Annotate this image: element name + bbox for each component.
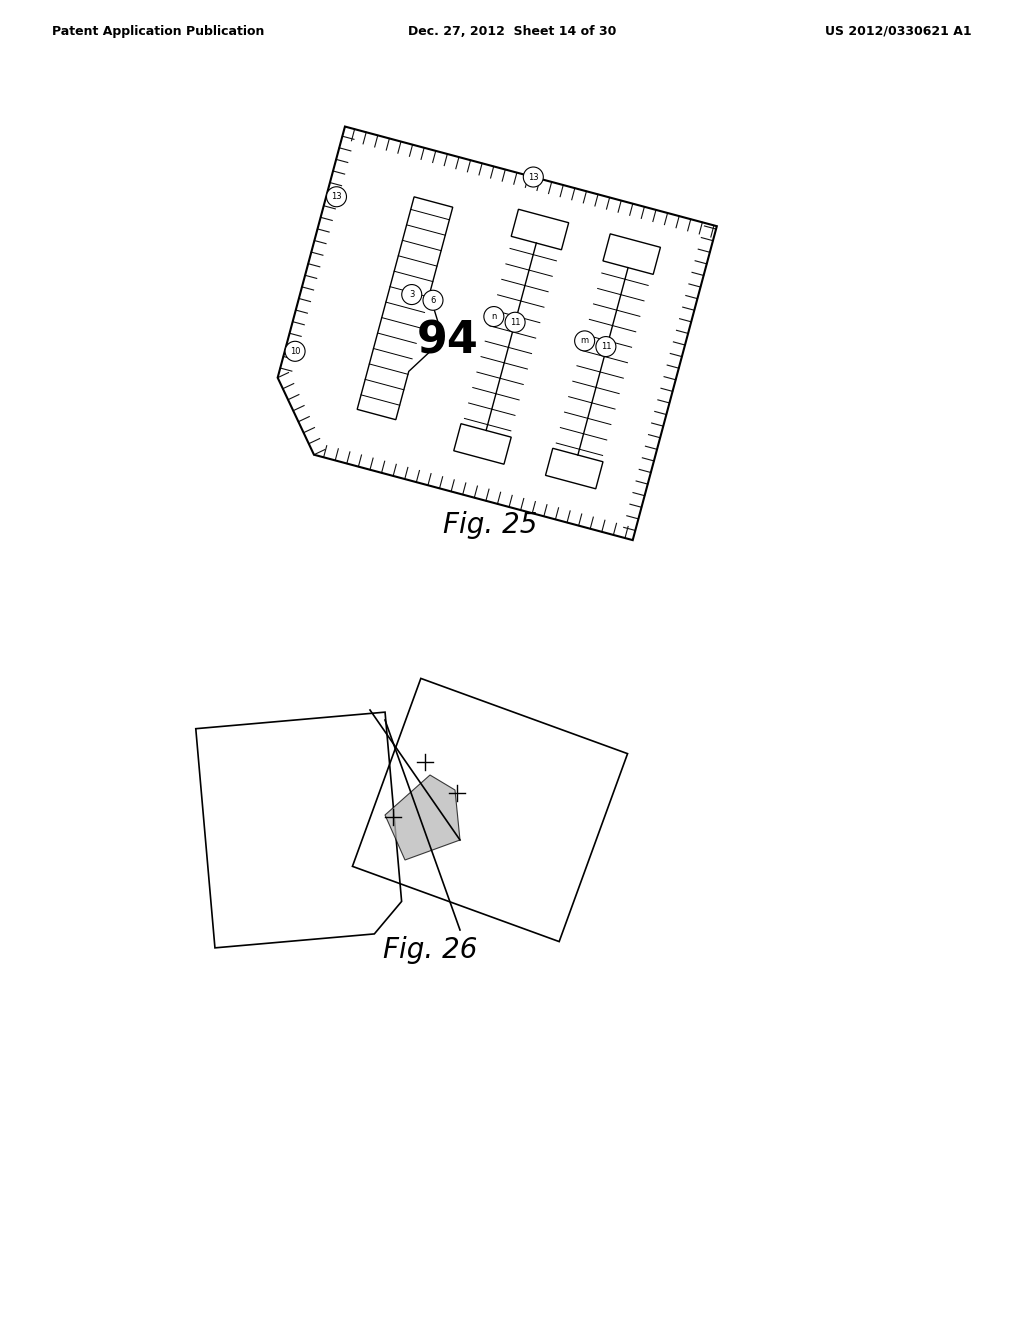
Text: 11: 11	[510, 318, 520, 327]
Text: Fig. 25: Fig. 25	[442, 511, 538, 539]
Circle shape	[596, 337, 615, 356]
Text: Fig. 26: Fig. 26	[383, 936, 477, 964]
Text: 6: 6	[430, 296, 435, 305]
Text: US 2012/0330621 A1: US 2012/0330621 A1	[825, 25, 972, 38]
Text: 94: 94	[417, 319, 479, 362]
Text: 13: 13	[331, 193, 342, 201]
Text: m: m	[581, 337, 589, 346]
Polygon shape	[385, 775, 460, 861]
Text: n: n	[492, 312, 497, 321]
Circle shape	[484, 306, 504, 326]
Circle shape	[523, 168, 544, 187]
Text: 13: 13	[528, 173, 539, 182]
Text: Patent Application Publication: Patent Application Publication	[52, 25, 264, 38]
Circle shape	[505, 313, 525, 333]
Text: Dec. 27, 2012  Sheet 14 of 30: Dec. 27, 2012 Sheet 14 of 30	[408, 25, 616, 38]
Circle shape	[401, 285, 422, 305]
Text: 11: 11	[601, 342, 611, 351]
Circle shape	[574, 331, 595, 351]
Circle shape	[285, 342, 305, 362]
Text: 10: 10	[290, 347, 300, 356]
Circle shape	[327, 186, 346, 207]
Text: 3: 3	[409, 290, 415, 300]
Circle shape	[423, 290, 443, 310]
